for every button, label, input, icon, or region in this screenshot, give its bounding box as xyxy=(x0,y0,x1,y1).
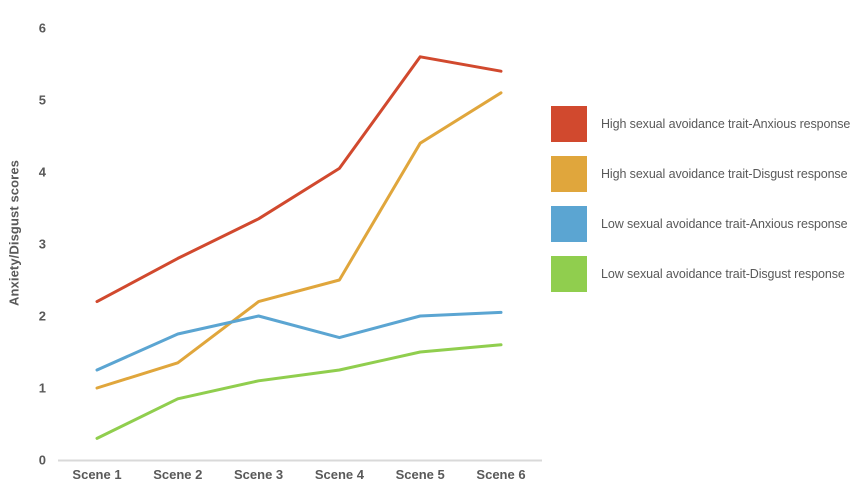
legend-label-0: High sexual avoidance trait-Anxious resp… xyxy=(601,117,850,131)
line-series-2 xyxy=(95,310,503,372)
legend-swatch-0 xyxy=(551,106,587,142)
legend-label-1: High sexual avoidance trait-Disgust resp… xyxy=(601,167,848,181)
y-tick-label: 3 xyxy=(39,237,46,252)
y-tick-label: 2 xyxy=(39,309,46,324)
x-tick-label: Scene 2 xyxy=(153,467,202,482)
line-series-1 xyxy=(95,91,503,390)
x-tick-label: Scene 3 xyxy=(234,467,283,482)
legend: High sexual avoidance trait-Anxious resp… xyxy=(551,106,850,292)
y-tick-label: 6 xyxy=(39,21,46,36)
line-series-0 xyxy=(95,55,503,304)
legend-item-3: Low sexual avoidance trait-Disgust respo… xyxy=(551,256,850,292)
y-tick-label: 4 xyxy=(39,165,47,180)
legend-label-2: Low sexual avoidance trait-Anxious respo… xyxy=(601,217,848,231)
legend-swatch-2 xyxy=(551,206,587,242)
legend-item-2: Low sexual avoidance trait-Anxious respo… xyxy=(551,206,850,242)
x-tick-label: Scene 6 xyxy=(476,467,525,482)
legend-swatch-3 xyxy=(551,256,587,292)
y-tick-label: 0 xyxy=(39,453,46,468)
legend-item-0: High sexual avoidance trait-Anxious resp… xyxy=(551,106,850,142)
y-axis-title: Anxiety/Disgust scores xyxy=(6,160,22,306)
y-tick-label: 1 xyxy=(39,381,46,396)
legend-swatch-1 xyxy=(551,156,587,192)
x-tick-label: Scene 5 xyxy=(396,467,445,482)
x-tick-label: Scene 4 xyxy=(315,467,365,482)
y-tick-label: 5 xyxy=(39,93,46,108)
legend-label-3: Low sexual avoidance trait-Disgust respo… xyxy=(601,267,845,281)
line-series-3 xyxy=(95,343,503,440)
x-tick-label: Scene 1 xyxy=(72,467,121,482)
legend-item-1: High sexual avoidance trait-Disgust resp… xyxy=(551,156,850,192)
